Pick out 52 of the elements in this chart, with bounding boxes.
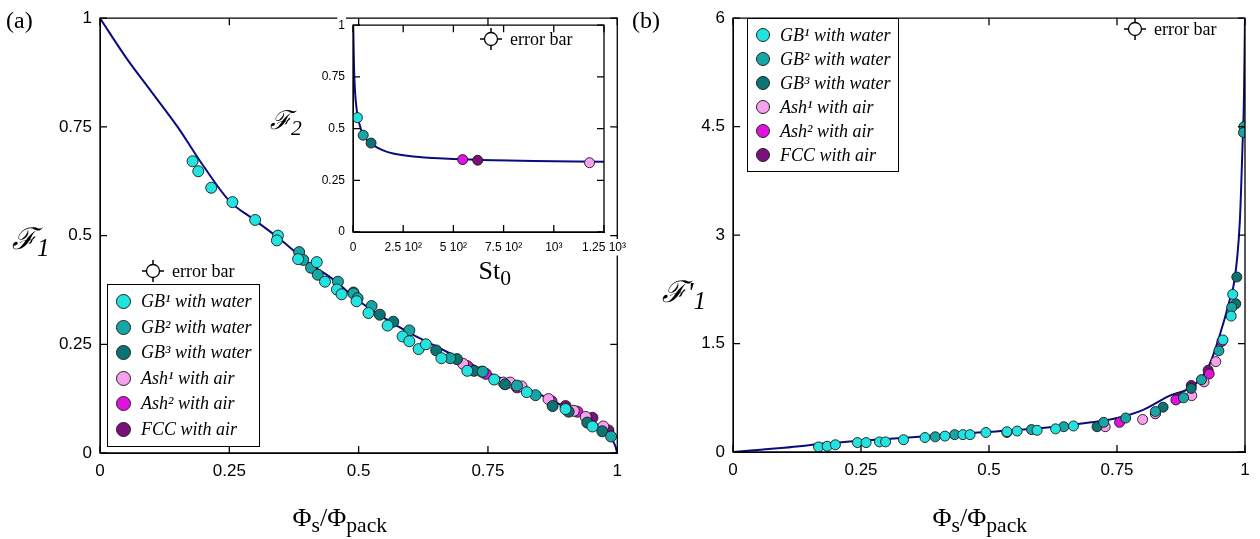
y-axis-title: ℱ'$_{1}$ (662, 275, 706, 314)
y-tick-label: 0.25 (321, 172, 346, 187)
y-tick-label: 3 (715, 224, 725, 244)
x-tick-label: 0.75 (471, 460, 505, 480)
annotation: error bar (1154, 18, 1217, 40)
legend-label: GB³ with water (141, 342, 252, 364)
legend-label: FCC with air (780, 144, 877, 166)
legend-label: GB³ with water (780, 72, 891, 94)
y-tick-label: 4.5 (701, 116, 725, 136)
x-tick-label: 0 (728, 459, 738, 479)
x-tick-label: 0 (95, 460, 105, 480)
y-tick-label: 0.75 (58, 116, 92, 136)
x-tick-label: 1 (1240, 459, 1250, 479)
y-tick-label: 0 (82, 442, 92, 462)
y-tick-label: 0 (715, 441, 725, 461)
annotation: error bar (510, 28, 573, 50)
legend-label: Ash² with air (780, 120, 874, 142)
x-axis-title: Φ$_{s}$/Φ$_{pack}$ (292, 503, 388, 538)
legend-label: Ash¹ with air (780, 96, 874, 118)
x-tick-label: 0 (349, 239, 357, 254)
y-tick-label: 1 (82, 7, 92, 27)
chart-title: (b) (632, 7, 660, 33)
legend-label: GB¹ with water (141, 291, 252, 313)
annotation: error bar (172, 260, 235, 282)
y-tick-label: 0.5 (328, 120, 346, 135)
x-tick-label: 1 (612, 460, 623, 480)
x-tick-label: 0.75 (1100, 459, 1134, 479)
y-tick-label: 0.25 (58, 333, 92, 353)
x-tick-label: 2.5 10² (384, 239, 422, 254)
x-tick-label: 0.5 (977, 459, 1001, 479)
x-tick-label: 10³ (545, 239, 563, 254)
x-tick-label: 7.5 10² (484, 239, 523, 254)
legend-label: GB² with water (141, 316, 252, 338)
legend-label: GB¹ with water (780, 24, 891, 46)
x-tick-label: 0.25 (212, 460, 246, 480)
legend-label: Ash¹ with air (141, 367, 235, 389)
y-tick-label: 1 (338, 17, 346, 32)
x-tick-label: 5 10² (439, 239, 468, 254)
y-axis-title: ℱ$_{1}$ (12, 222, 50, 261)
y-tick-label: 6 (715, 7, 725, 27)
legend-label: Ash² with air (141, 393, 235, 415)
chart-title: (a) (6, 7, 33, 33)
legend-label: FCC with air (141, 418, 238, 440)
x-axis-title: St$_{0}$ (478, 256, 512, 291)
y-axis-title: ℱ$_{2}$ (270, 106, 302, 141)
legend-label: GB² with water (780, 48, 891, 70)
y-tick-label: 0.75 (321, 69, 346, 84)
y-tick-label: 1.5 (701, 333, 725, 353)
x-tick-label: 1.25 10³ (581, 239, 627, 254)
x-axis-title: Φ$_{s}$/Φ$_{pack}$ (932, 503, 1028, 538)
y-tick-label: 0 (338, 224, 346, 239)
x-tick-label: 0.25 (844, 459, 878, 479)
